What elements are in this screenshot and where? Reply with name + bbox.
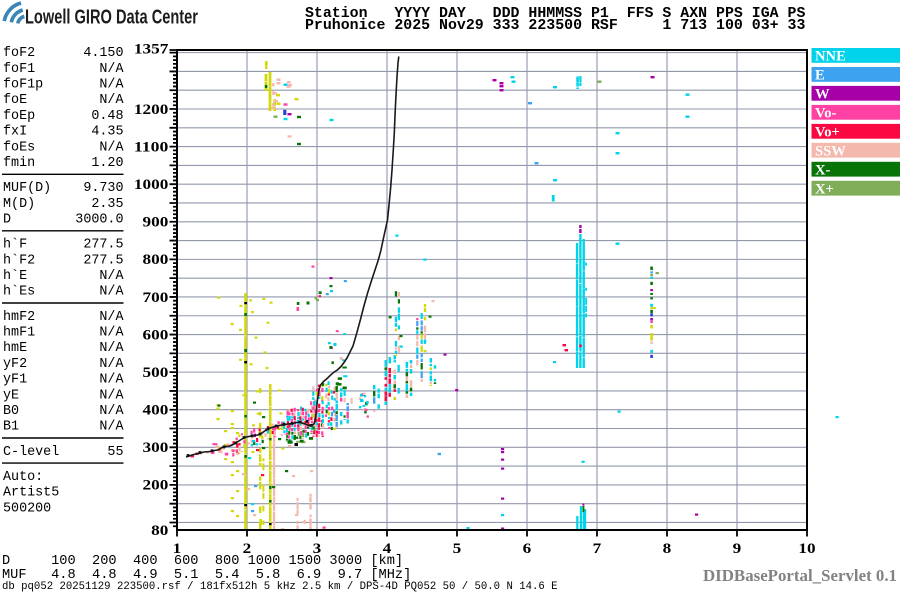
svg-text:N/A: N/A bbox=[99, 420, 124, 435]
svg-text:277.5: 277.5 bbox=[83, 238, 123, 253]
svg-text:1: 1 bbox=[173, 541, 182, 557]
svg-text:800: 800 bbox=[143, 252, 169, 268]
svg-text:N/A: N/A bbox=[99, 285, 124, 300]
svg-text:N/A: N/A bbox=[99, 373, 124, 388]
svg-text:Station YYYY DAY DDD HHMMS: Station YYYY DAY DDD HHMMSS P1 FFS S AXN… bbox=[305, 6, 805, 22]
svg-text:C-level: C-level bbox=[3, 445, 59, 460]
svg-text:277.5: 277.5 bbox=[83, 253, 123, 268]
svg-text:hmF2: hmF2 bbox=[3, 310, 35, 325]
svg-text:foF1: foF1 bbox=[3, 62, 35, 77]
svg-text:3000.0: 3000.0 bbox=[75, 213, 123, 228]
svg-text:10: 10 bbox=[798, 541, 815, 557]
svg-text:Artist5: Artist5 bbox=[3, 486, 59, 501]
svg-text:400: 400 bbox=[143, 403, 169, 419]
svg-text:80: 80 bbox=[151, 523, 168, 539]
svg-text:yF2: yF2 bbox=[3, 357, 27, 372]
svg-text:N/A: N/A bbox=[99, 310, 124, 325]
svg-text:h`E: h`E bbox=[3, 269, 27, 284]
svg-text:Vo+: Vo+ bbox=[815, 124, 840, 140]
svg-text:foF1p: foF1p bbox=[3, 78, 43, 93]
svg-text:B0: B0 bbox=[3, 404, 19, 419]
svg-text:0.48: 0.48 bbox=[91, 109, 123, 124]
svg-text:8: 8 bbox=[663, 541, 672, 557]
svg-text:500200: 500200 bbox=[3, 501, 51, 516]
svg-text:1100: 1100 bbox=[134, 139, 168, 155]
svg-text:N/A: N/A bbox=[99, 140, 124, 155]
svg-text:Vo-: Vo- bbox=[815, 105, 836, 121]
svg-text:900: 900 bbox=[143, 215, 169, 231]
svg-text:hmF1: hmF1 bbox=[3, 326, 35, 341]
svg-text:N/A: N/A bbox=[99, 404, 124, 419]
svg-text:h`F2: h`F2 bbox=[3, 253, 35, 268]
svg-text:foE: foE bbox=[3, 93, 27, 108]
svg-text:Lowell GIRO Data Center: Lowell GIRO Data Center bbox=[25, 6, 198, 28]
svg-text:M(D): M(D) bbox=[3, 197, 35, 212]
svg-text:W: W bbox=[815, 86, 830, 102]
svg-text:N/A: N/A bbox=[99, 62, 124, 77]
svg-text:DIDBasePortal_Servlet 0.1: DIDBasePortal_Servlet 0.1 bbox=[703, 566, 897, 585]
svg-text:h`F: h`F bbox=[3, 238, 27, 253]
svg-text:foF2: foF2 bbox=[3, 46, 35, 61]
svg-text:500: 500 bbox=[143, 365, 169, 381]
svg-text:D 100 200 400 600 800: D 100 200 400 600 800 1000 1500 3000 [km… bbox=[2, 554, 403, 569]
svg-text:NNE: NNE bbox=[815, 49, 846, 65]
svg-text:foEp: foEp bbox=[3, 109, 35, 124]
svg-text:X-: X- bbox=[815, 162, 831, 178]
svg-text:1357: 1357 bbox=[134, 42, 168, 58]
svg-text:N/A: N/A bbox=[99, 341, 124, 356]
svg-text:db pq052 20251129 223500.rsf /: db pq052 20251129 223500.rsf / 181fx512h… bbox=[2, 581, 558, 593]
svg-text:N/A: N/A bbox=[99, 357, 124, 372]
svg-text:N/A: N/A bbox=[99, 388, 124, 403]
svg-text:Pruhonice 2025 Nov29 333 22350: Pruhonice 2025 Nov29 333 223500 RSF 1 71… bbox=[305, 18, 805, 34]
svg-text:SSW: SSW bbox=[815, 143, 846, 159]
svg-text:yF1: yF1 bbox=[3, 373, 27, 388]
svg-text:9.730: 9.730 bbox=[83, 181, 123, 196]
svg-text:7: 7 bbox=[593, 541, 602, 557]
svg-text:6: 6 bbox=[523, 541, 532, 557]
svg-text:3: 3 bbox=[313, 541, 322, 557]
svg-text:600: 600 bbox=[143, 327, 169, 343]
svg-text:MUF(D): MUF(D) bbox=[3, 181, 51, 196]
svg-text:MUF 4.8 4.8 4.9 5.1 5.4: MUF 4.8 4.8 4.9 5.1 5.4 5.8 6.9 9.7 [MHz… bbox=[2, 568, 411, 583]
svg-text:B1: B1 bbox=[3, 420, 19, 435]
svg-text:55: 55 bbox=[107, 445, 123, 460]
svg-text:200: 200 bbox=[143, 478, 169, 494]
svg-text:4.35: 4.35 bbox=[91, 125, 123, 140]
svg-text:9: 9 bbox=[733, 541, 742, 557]
svg-text:5: 5 bbox=[453, 541, 462, 557]
svg-text:N/A: N/A bbox=[99, 78, 124, 93]
svg-text:300: 300 bbox=[143, 440, 169, 456]
svg-text:2.35: 2.35 bbox=[91, 197, 123, 212]
svg-text:1200: 1200 bbox=[134, 102, 168, 118]
svg-text:4: 4 bbox=[383, 541, 392, 557]
svg-text:foEs: foEs bbox=[3, 140, 35, 155]
svg-text:h`Es: h`Es bbox=[3, 285, 35, 300]
svg-text:yE: yE bbox=[3, 388, 19, 403]
svg-text:hmE: hmE bbox=[3, 341, 27, 356]
svg-text:X+: X+ bbox=[815, 181, 834, 197]
svg-text:Auto:: Auto: bbox=[3, 470, 43, 485]
svg-text:D: D bbox=[3, 213, 11, 228]
svg-text:4.150: 4.150 bbox=[83, 46, 123, 61]
svg-text:N/A: N/A bbox=[99, 326, 124, 341]
svg-text:fxI: fxI bbox=[3, 125, 27, 140]
svg-text:fmin: fmin bbox=[3, 156, 35, 171]
svg-text:700: 700 bbox=[143, 290, 169, 306]
svg-text:1.20: 1.20 bbox=[91, 156, 123, 171]
svg-text:2: 2 bbox=[243, 541, 252, 557]
svg-text:N/A: N/A bbox=[99, 269, 124, 284]
svg-text:E: E bbox=[815, 68, 825, 84]
svg-text:N/A: N/A bbox=[99, 93, 124, 108]
svg-text:1000: 1000 bbox=[134, 177, 168, 193]
